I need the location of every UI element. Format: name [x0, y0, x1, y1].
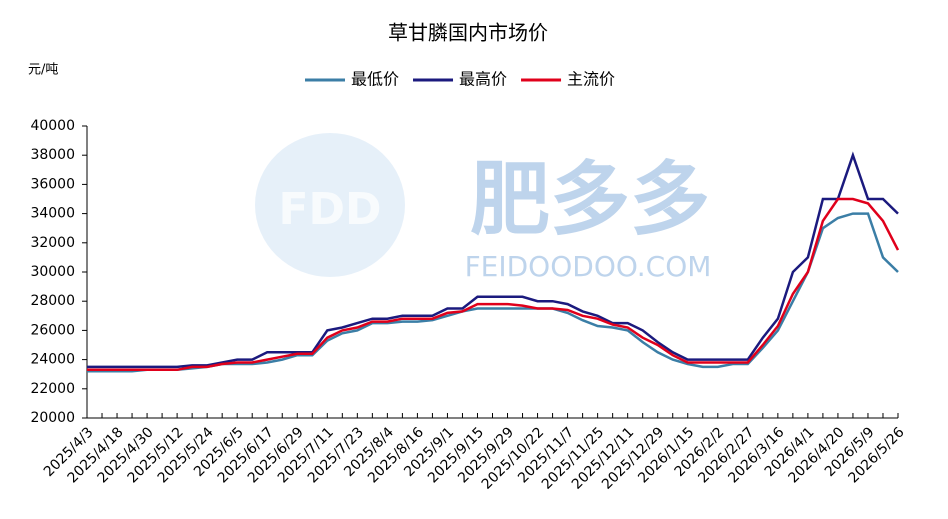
y-tick-label: 40000	[30, 118, 75, 134]
y-tick-label: 32000	[30, 235, 75, 251]
y-axis-label: 元/吨	[28, 63, 58, 78]
y-tick-label: 38000	[30, 147, 75, 163]
y-tick-label: 22000	[30, 381, 75, 397]
y-tick-label: 24000	[30, 352, 75, 368]
y-tick-label: 28000	[30, 293, 75, 309]
watermark-logo-shape	[255, 133, 405, 277]
y-tick-label: 26000	[30, 322, 75, 338]
line-series	[87, 151, 899, 369]
y-tick-label: 30000	[30, 264, 75, 280]
legend-label: 主流价	[567, 70, 615, 89]
y-tick-label: 36000	[30, 176, 75, 192]
chart-title: 草甘膦国内市场价	[388, 21, 548, 45]
y-tick-label: 34000	[30, 206, 75, 222]
legend-label: 最低价	[351, 70, 399, 89]
watermark-logo: FDD	[278, 184, 381, 235]
watermark-site: FEIDOODOO.COM	[465, 250, 712, 283]
watermark-brand: 肥多多	[470, 153, 710, 246]
y-tick-label: 20000	[30, 410, 75, 426]
line-series	[87, 197, 900, 372]
legend-label: 最高价	[459, 70, 507, 89]
watermark: FDD 肥多多 FEIDOODOO.COM	[255, 133, 711, 283]
